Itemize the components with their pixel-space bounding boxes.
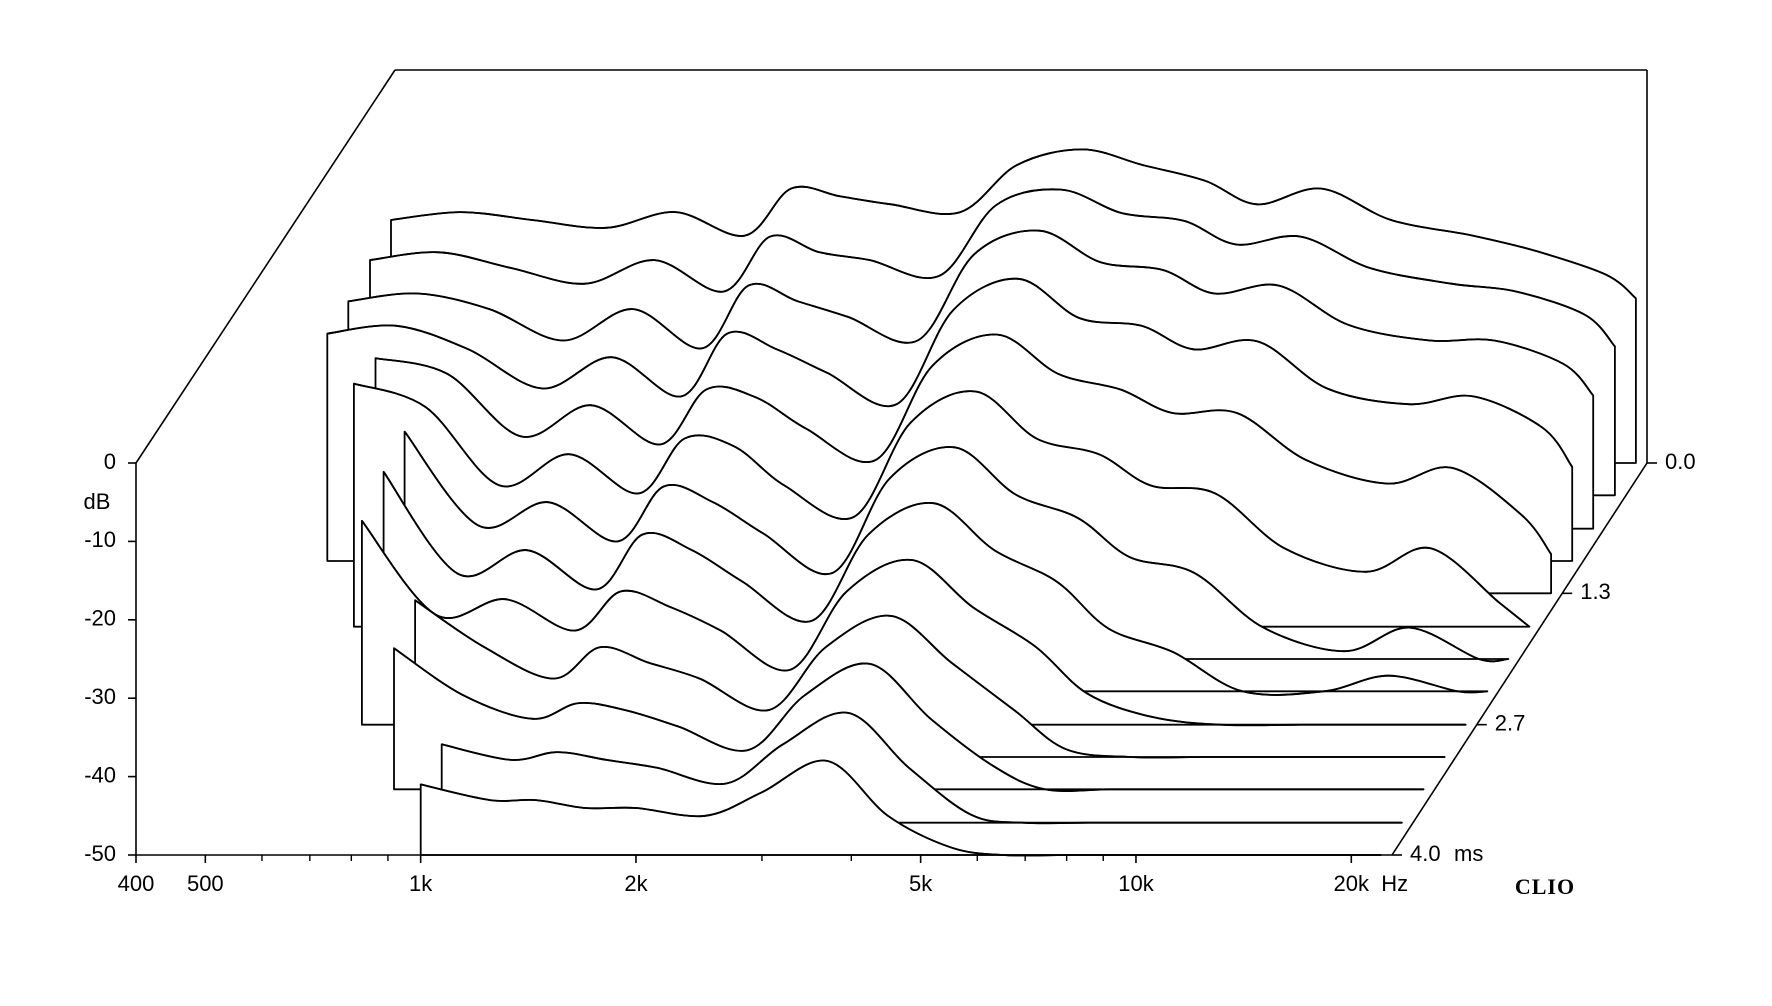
x-tick-label: 10k — [1118, 871, 1154, 896]
slice-line — [382, 471, 1488, 696]
x-tick-label: 5k — [909, 871, 933, 896]
slice-line — [441, 711, 1402, 825]
slice-line — [403, 431, 1509, 663]
frame — [135, 69, 1648, 464]
slices — [326, 148, 1637, 857]
x-tick-label: 20k — [1334, 871, 1370, 896]
z-tick-label: 2.7 — [1495, 710, 1526, 735]
y-tick-label: -30 — [84, 684, 116, 709]
y-tick-label: -10 — [84, 527, 116, 552]
z-tick-label: 1.3 — [1580, 579, 1611, 604]
y-tick-label: -40 — [84, 762, 116, 787]
x-unit: Hz — [1381, 871, 1408, 896]
x-tick-label: 400 — [118, 871, 155, 896]
y-unit: dB — [84, 489, 111, 514]
y-tick-label: -20 — [84, 606, 116, 631]
slice-line — [353, 382, 1530, 628]
y-tick-label: -50 — [84, 841, 116, 866]
slice-line — [393, 647, 1424, 792]
slice-line — [414, 599, 1445, 759]
slice-line — [348, 229, 1594, 397]
z-axis — [1391, 462, 1648, 856]
x-tick-label: 2k — [624, 871, 648, 896]
slice-line — [361, 520, 1466, 727]
slice-line — [390, 148, 1637, 300]
z-tick-label: 0.0 — [1665, 449, 1696, 474]
z-tick-label: 4.0 — [1410, 841, 1441, 866]
brand: CLIO — [1515, 874, 1575, 899]
x-tick-label: 1k — [409, 871, 433, 896]
x-tick-label: 500 — [187, 871, 224, 896]
slice-line — [369, 188, 1616, 348]
slice-line — [375, 333, 1552, 555]
y-tick-label: 0 — [104, 449, 116, 474]
wall-edge — [135, 69, 396, 464]
z-unit: ms — [1454, 841, 1483, 866]
slice-line — [327, 277, 1573, 468]
